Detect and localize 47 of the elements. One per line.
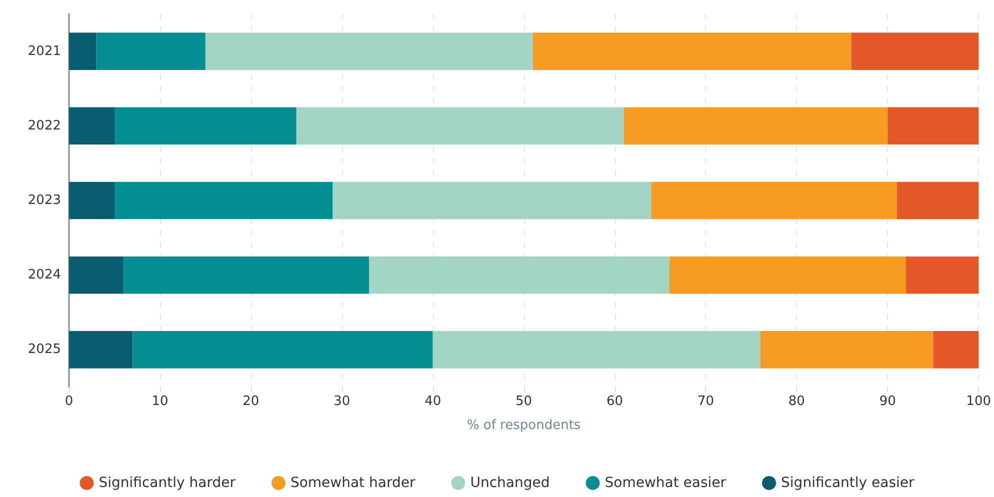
x-tick-label: 20 xyxy=(242,394,260,409)
x-tick-label: 60 xyxy=(606,394,624,409)
legend-label: Significantly harder xyxy=(98,475,236,491)
x-tick-label: 80 xyxy=(788,394,805,409)
legend-label: Somewhat harder xyxy=(290,475,416,491)
bar xyxy=(69,331,133,368)
x-tick-label: 10 xyxy=(152,394,168,409)
bar xyxy=(124,256,370,294)
bar xyxy=(933,331,979,368)
y-tick-label: 2024 xyxy=(28,268,61,283)
bar xyxy=(205,32,533,70)
bar xyxy=(96,32,206,70)
bar xyxy=(132,331,433,368)
bar xyxy=(114,107,296,145)
bar xyxy=(888,107,979,145)
bar xyxy=(332,182,652,220)
bar xyxy=(369,256,670,294)
y-tick-label: 2025 xyxy=(28,342,61,358)
legend-label: Unchanged xyxy=(470,475,550,491)
bar xyxy=(114,182,333,220)
bar xyxy=(851,32,979,70)
bar xyxy=(669,256,906,294)
x-tick-label: 30 xyxy=(334,394,350,409)
x-axis-title: % of respondents xyxy=(466,418,581,433)
x-tick-label: 100 xyxy=(966,394,992,409)
bar xyxy=(896,182,979,220)
bar xyxy=(532,32,852,70)
bar xyxy=(69,107,114,145)
x-tick-label: 0 xyxy=(64,394,74,409)
x-tick-label: 90 xyxy=(879,394,896,409)
bar xyxy=(432,331,760,368)
x-tick-label: 70 xyxy=(697,394,714,409)
bar xyxy=(760,331,934,368)
y-tick-label: 2021 xyxy=(28,44,61,59)
bar xyxy=(296,107,624,145)
x-tick-label: 40 xyxy=(424,394,442,409)
bar xyxy=(69,256,124,294)
legend-label: Significantly easier xyxy=(781,475,915,491)
y-tick-label: 2022 xyxy=(28,118,61,134)
bar xyxy=(624,107,888,145)
y-tick-label: 2023 xyxy=(28,193,61,208)
bar xyxy=(69,32,96,70)
legend-label: Somewhat easier xyxy=(604,475,726,491)
bar xyxy=(906,256,979,294)
bar xyxy=(651,182,897,220)
bar xyxy=(69,182,114,220)
x-tick-label: 50 xyxy=(516,394,532,409)
